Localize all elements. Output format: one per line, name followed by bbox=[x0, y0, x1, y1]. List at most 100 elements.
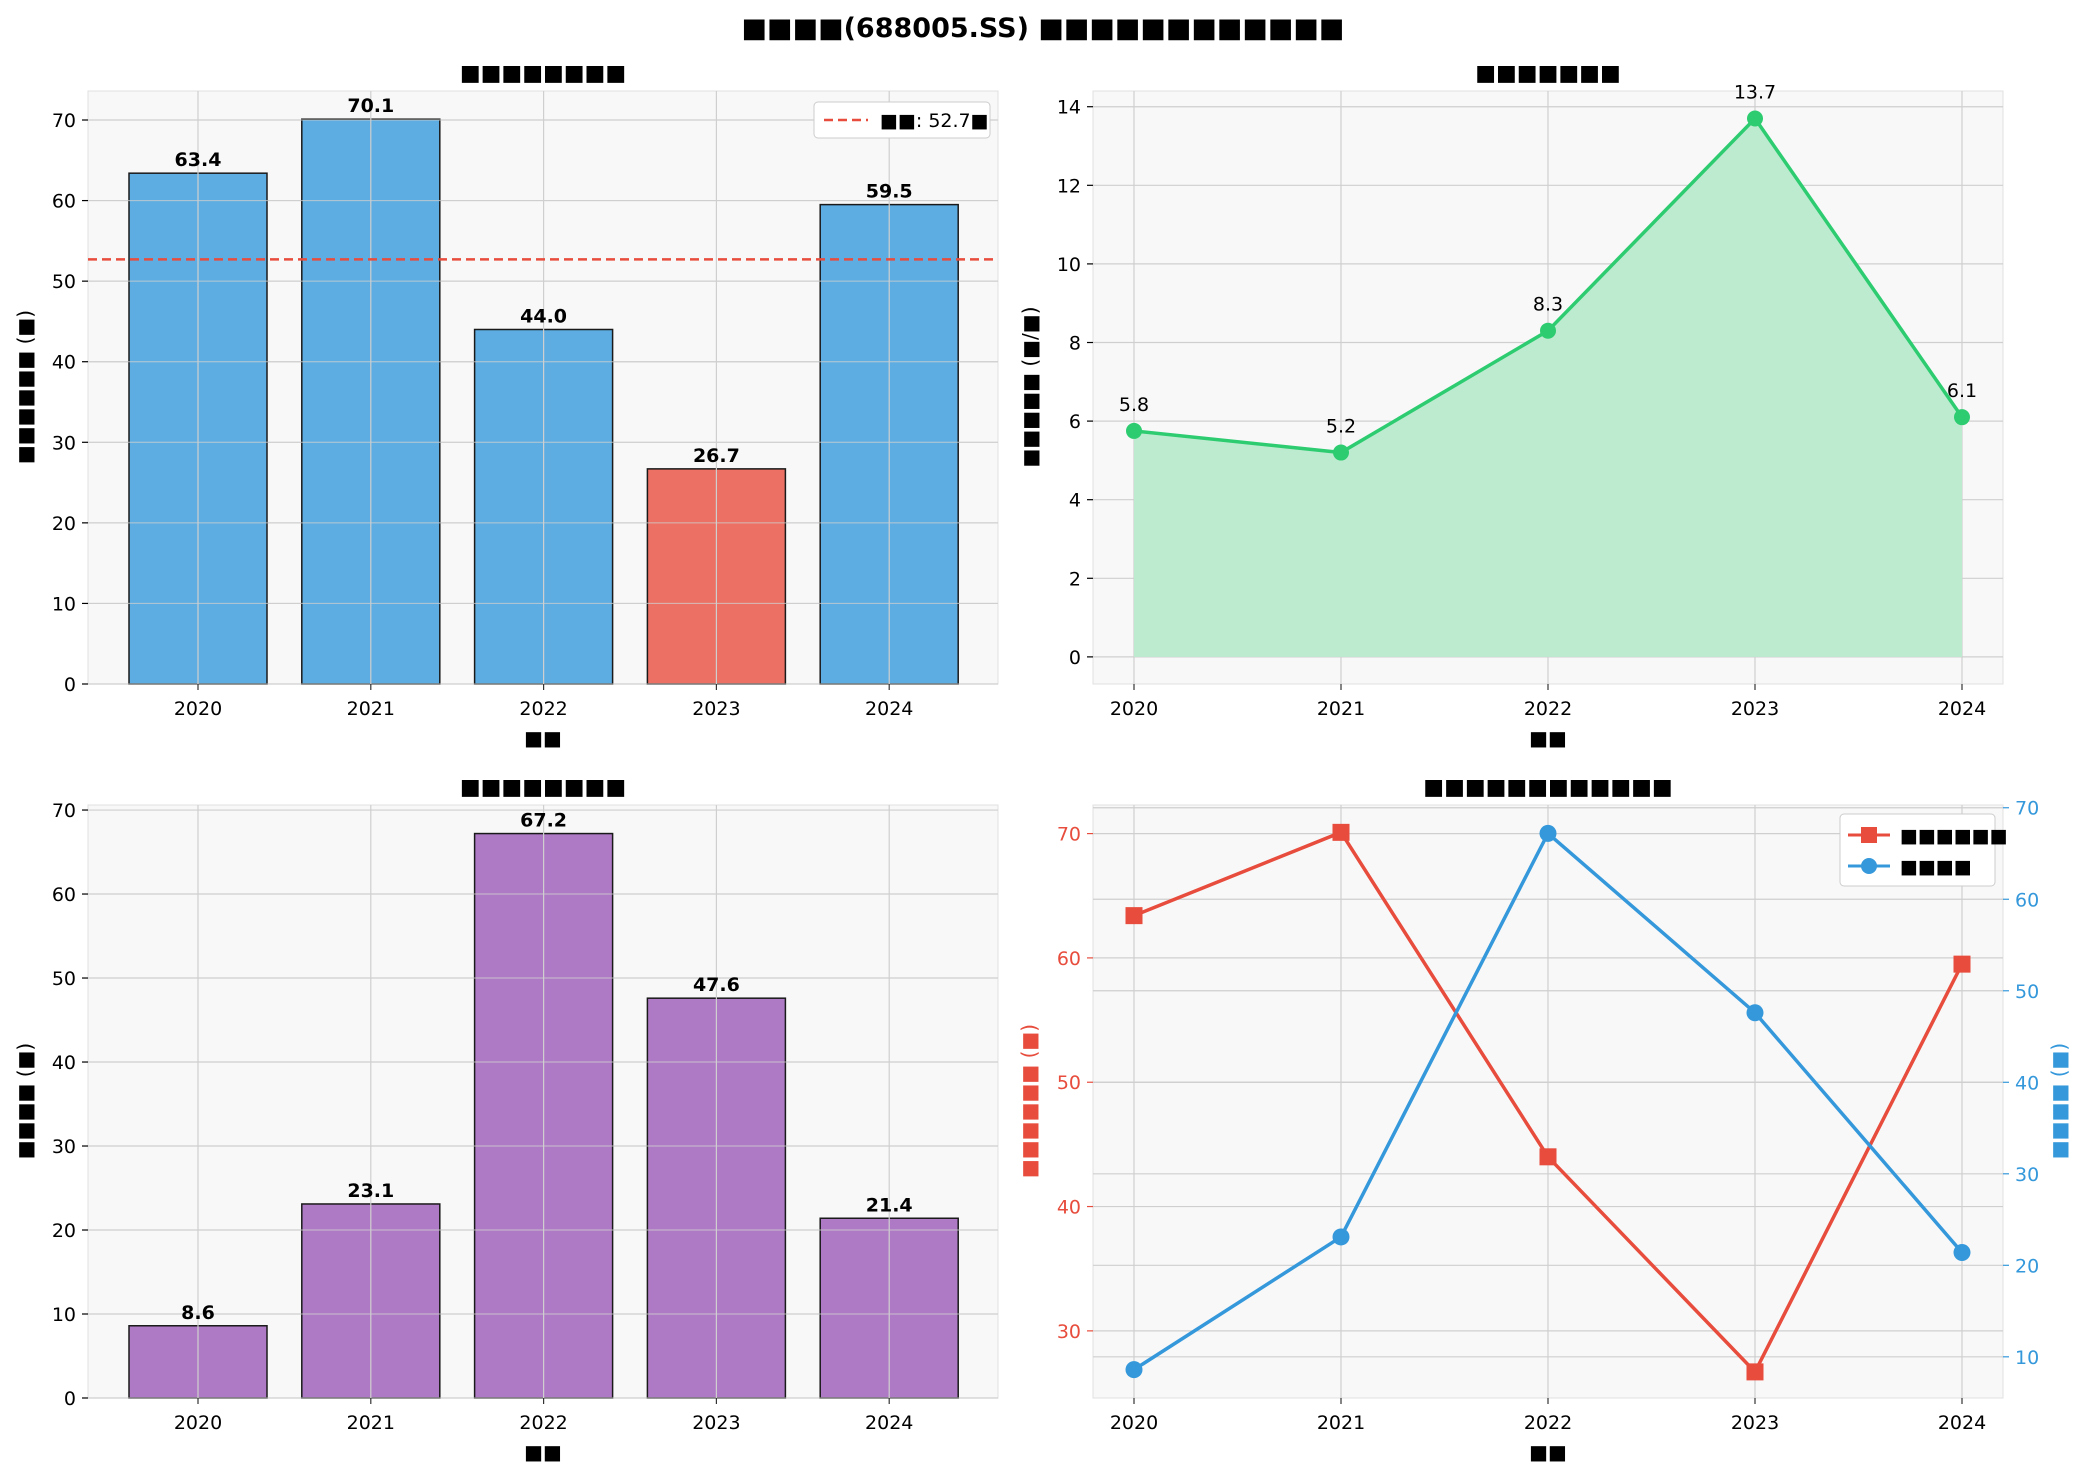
x-tick-label: 2023 bbox=[1731, 1412, 1779, 1434]
bar-value-label: 21.4 bbox=[866, 1194, 913, 1216]
bars: 63.4 70.1 44.0 26.7 59.5 bbox=[88, 91, 998, 685]
legend: ■■■■■■ ■■■■ bbox=[1839, 813, 2008, 887]
axes: 0 2 4 6 8 10 12 14 2020 2021 2022 2023 2024 bbox=[1057, 97, 1986, 720]
x-tick-label: 2020 bbox=[1110, 1412, 1158, 1434]
legend-series-2-label: ■■■■ bbox=[1900, 856, 1972, 878]
series-1-point-2021 bbox=[1332, 823, 1350, 841]
y-tick-label: 2 bbox=[1069, 568, 1081, 590]
point-value-label: 6.1 bbox=[1947, 380, 1977, 402]
y-tick-label: 10 bbox=[52, 593, 76, 615]
y-left-tick-label: 30 bbox=[1057, 1321, 1081, 1343]
x-tick-label: 2022 bbox=[519, 1412, 567, 1434]
legend: ■■: 52.7■ bbox=[813, 101, 991, 139]
x-tick-label: 2021 bbox=[1317, 698, 1365, 720]
y-axis-label-right: ■■■■ (■) bbox=[2047, 1043, 2071, 1159]
bar-value-label: 59.5 bbox=[866, 181, 913, 203]
area-series: 5.8 5.2 8.3 13.7 6.1 bbox=[1119, 82, 1977, 657]
bar-value-label: 67.2 bbox=[520, 810, 567, 832]
grid bbox=[1093, 805, 2003, 1398]
area-fill bbox=[1134, 118, 1962, 657]
series-1-point-2023 bbox=[1746, 1363, 1764, 1381]
series-1-point-2020 bbox=[1125, 907, 1143, 925]
y-axis-label: ■■■■ (■) bbox=[13, 1043, 37, 1159]
y-tick-label: 20 bbox=[52, 1220, 76, 1242]
y-axis-label: ■■■■■ (■/■) bbox=[1018, 307, 1042, 468]
y-tick-label: 60 bbox=[52, 191, 76, 213]
x-tick-label: 2023 bbox=[1731, 698, 1779, 720]
chart-panel-2: 5.8 5.2 8.3 13.7 6.1 0 2 4 6 8 10 12 14 2020 2021 2022… bbox=[1018, 61, 2004, 750]
axes: 0 10 20 30 40 50 60 70 2020 2021 2022 2023 2024 bbox=[52, 110, 914, 720]
y-tick-label: 10 bbox=[52, 1304, 76, 1326]
y-tick-label: 70 bbox=[52, 110, 76, 132]
series-2-point-2020 bbox=[1125, 1361, 1143, 1379]
y-axis-label: ■■■■■■ (■) bbox=[13, 310, 37, 464]
y-tick-label: 14 bbox=[1057, 97, 1081, 119]
series-2-point-2024 bbox=[1953, 1243, 1971, 1261]
chart-title: ■■■■■■■■ bbox=[460, 61, 626, 86]
y-right-tick-label: 70 bbox=[2015, 798, 2039, 820]
y-left-tick-label: 40 bbox=[1057, 1197, 1081, 1219]
x-tick-label: 2020 bbox=[174, 698, 222, 720]
y-tick-label: 50 bbox=[52, 271, 76, 293]
y-right-tick-label: 50 bbox=[2015, 981, 2039, 1003]
y-tick-label: 20 bbox=[52, 513, 76, 535]
legend-series-1-marker bbox=[1861, 827, 1877, 843]
chart-panel-3: 8.6 23.1 67.2 47.6 21.4 0 10 20 30 40 50 60 70 2020 2… bbox=[13, 775, 999, 1464]
y-right-tick-label: 30 bbox=[2015, 1164, 2039, 1186]
series-2-point-2022 bbox=[1539, 824, 1557, 842]
x-tick-label: 2021 bbox=[1317, 1412, 1365, 1434]
y-left-tick-label: 50 bbox=[1057, 1072, 1081, 1094]
point-value-label: 8.3 bbox=[1533, 294, 1563, 316]
y-tick-label: 40 bbox=[52, 352, 76, 374]
figure-title: ■■■■(688005.SS) ■■■■■■■■■■■■ bbox=[742, 13, 1345, 44]
y-tick-label: 10 bbox=[1057, 254, 1081, 276]
x-axis-label: ■■ bbox=[1529, 1440, 1567, 1464]
chart-title: ■■■■■■■ bbox=[1475, 61, 1621, 86]
bar-value-label: 26.7 bbox=[693, 445, 740, 467]
x-tick-label: 2021 bbox=[347, 1412, 395, 1434]
axes: 0 10 20 30 40 50 60 70 2020 2021 2022 2023 2024 bbox=[52, 800, 914, 1434]
series-2-point-2023 bbox=[1746, 1004, 1764, 1022]
y-right-tick-label: 10 bbox=[2015, 1347, 2039, 1369]
x-tick-label: 2023 bbox=[692, 698, 740, 720]
chart-title: ■■■■■■■■■■■■ bbox=[1423, 775, 1672, 800]
legend-box bbox=[1839, 813, 1996, 887]
x-tick-label: 2022 bbox=[1524, 1412, 1572, 1434]
y-tick-label: 0 bbox=[1069, 647, 1081, 669]
y-left-tick-label: 70 bbox=[1057, 824, 1081, 846]
y-tick-label: 40 bbox=[52, 1052, 76, 1074]
chart-title: ■■■■■■■■ bbox=[460, 775, 626, 800]
y-tick-label: 4 bbox=[1069, 490, 1081, 512]
y-tick-label: 6 bbox=[1069, 411, 1081, 433]
legend-series-2-marker bbox=[1861, 858, 1877, 874]
x-tick-label: 2020 bbox=[1110, 698, 1158, 720]
y-tick-label: 0 bbox=[64, 674, 76, 696]
point-value-label: 13.7 bbox=[1734, 82, 1776, 104]
bar-value-label: 44.0 bbox=[520, 305, 567, 327]
chart-panel-4: 30 40 50 60 70 10 20 30 40 50 60 70 2020 2021 2022 2023… bbox=[1017, 775, 2071, 1464]
legend-series-1-label: ■■■■■■ bbox=[1900, 825, 2008, 847]
y-tick-label: 50 bbox=[52, 968, 76, 990]
x-axis-label: ■■ bbox=[1529, 726, 1567, 750]
x-tick-label: 2023 bbox=[692, 1412, 740, 1434]
y-tick-label: 60 bbox=[52, 884, 76, 906]
bar-value-label: 70.1 bbox=[347, 95, 394, 117]
y-tick-label: 0 bbox=[64, 1388, 76, 1410]
series-1-point-2024 bbox=[1953, 955, 1971, 973]
y-tick-label: 70 bbox=[52, 800, 76, 822]
x-axis-label: ■■ bbox=[524, 1440, 562, 1464]
x-tick-label: 2020 bbox=[174, 1412, 222, 1434]
y-right-tick-label: 60 bbox=[2015, 889, 2039, 911]
bar-value-label: 23.1 bbox=[347, 1180, 394, 1202]
x-axis-label: ■■ bbox=[524, 726, 562, 750]
y-left-tick-label: 60 bbox=[1057, 948, 1081, 970]
y-tick-label: 12 bbox=[1057, 175, 1081, 197]
legend-mean-label: ■■: 52.7■ bbox=[880, 110, 989, 132]
data-point-2022 bbox=[1540, 322, 1556, 339]
data-point-2020 bbox=[1126, 422, 1142, 439]
series-1-point-2022 bbox=[1539, 1148, 1557, 1166]
x-tick-label: 2022 bbox=[1524, 698, 1572, 720]
x-tick-label: 2024 bbox=[1938, 1412, 1986, 1434]
y-tick-label: 30 bbox=[52, 1136, 76, 1158]
x-tick-label: 2024 bbox=[1938, 698, 1986, 720]
